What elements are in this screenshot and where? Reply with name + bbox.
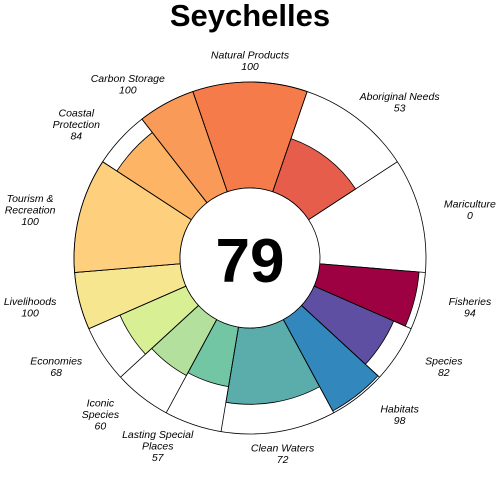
- goal-name-line: Places: [142, 440, 174, 452]
- petal-separator: [319, 263, 426, 273]
- label-lasting-special-places: Lasting Special Places 57: [122, 429, 194, 464]
- label-species: Species 82: [425, 356, 463, 380]
- goal-label-text: Economies 68: [30, 356, 83, 380]
- goal-name-line: Livelihoods: [4, 296, 57, 308]
- goal-score-value: 94: [464, 307, 476, 319]
- goal-score-value: 72: [277, 454, 289, 466]
- goal-name-line: Iconic: [87, 398, 115, 410]
- goal-name-line: Aboriginal Needs: [359, 91, 441, 103]
- goal-label-text: Iconic Species 60: [82, 398, 120, 433]
- label-mariculture: Mariculture 0: [444, 199, 496, 223]
- center-score: 79: [216, 227, 285, 296]
- label-natural-products: Natural Products 100: [211, 49, 290, 73]
- label-tourism-and-recreation: Tourism & Recreation 100: [5, 193, 56, 228]
- petal-separator: [308, 161, 398, 221]
- label-fisheries: Fisheries 94: [449, 296, 492, 320]
- goal-label-text: Species 82: [425, 356, 463, 380]
- petal-separator: [141, 118, 208, 204]
- goal-score-value: 82: [438, 367, 450, 379]
- goal-label-text: Mariculture 0: [444, 199, 496, 223]
- goal-name-line: Carbon Storage: [91, 73, 165, 85]
- petal-separator: [74, 263, 181, 273]
- petal-separator: [120, 305, 199, 378]
- goal-score-value: 100: [21, 307, 39, 319]
- goal-label-text: Clean Waters 72: [251, 443, 315, 467]
- label-carbon-storage: Carbon Storage 100: [91, 73, 165, 97]
- goal-score-value: 0: [467, 210, 473, 222]
- goal-name-line: Species: [425, 356, 463, 368]
- petal-separator: [220, 326, 239, 432]
- label-iconic-species: Iconic Species 60: [82, 398, 120, 433]
- goal-score-value: 68: [50, 367, 62, 379]
- petal-separator: [282, 319, 335, 413]
- goal-name-line: Lasting Special: [122, 429, 194, 441]
- goal-score-value: 84: [70, 130, 82, 142]
- goal-name-line: Coastal: [58, 107, 94, 119]
- goal-label-text: Tourism & Recreation 100: [5, 193, 56, 228]
- label-clean-waters: Clean Waters 72: [251, 443, 315, 467]
- label-coastal-protection: Coastal Protection 84: [53, 107, 100, 142]
- petal-separator: [301, 305, 380, 378]
- outer-outline: [73, 81, 427, 435]
- goal-label-text: Livelihoods 100: [4, 296, 57, 320]
- petal-separator: [272, 91, 308, 192]
- goal-score-value: 100: [241, 61, 259, 73]
- goal-score-value: 100: [119, 85, 137, 97]
- label-aboriginal-needs: Aboriginal Needs 53: [359, 91, 441, 115]
- goal-score-value: 60: [95, 421, 107, 433]
- goal-label-text: Fisheries 94: [449, 296, 492, 320]
- goal-name-line: Tourism &: [7, 193, 54, 205]
- goal-name-line: Habitats: [380, 404, 419, 416]
- goal-name-line: Recreation: [5, 204, 56, 216]
- goal-label-text: Aboriginal Needs 53: [359, 91, 441, 115]
- goal-score-value: 57: [152, 452, 165, 464]
- goal-score-value: 53: [394, 103, 406, 115]
- label-livelihoods: Livelihoods 100: [4, 296, 57, 320]
- goal-name-line: Mariculture: [444, 199, 496, 211]
- goal-name-line: Protection: [53, 119, 100, 131]
- petal-separator: [102, 161, 192, 221]
- goal-label-text: Lasting Special Places 57: [122, 429, 194, 464]
- goal-label-text: Coastal Protection 84: [53, 107, 100, 142]
- petal-outlines-group: [73, 81, 427, 435]
- goal-label-text: Natural Products 100: [211, 49, 290, 73]
- petals-group: [73, 81, 420, 412]
- center-disc: [179, 187, 321, 329]
- goal-label-text: Habitats 98: [380, 404, 419, 428]
- label-habitats: Habitats 98: [380, 404, 419, 428]
- label-economies: Economies 68: [30, 356, 83, 380]
- petal-separator: [88, 285, 187, 330]
- goal-name-line: Species: [82, 409, 120, 421]
- goal-name-line: Fisheries: [449, 296, 492, 308]
- goal-label-text: Carbon Storage 100: [91, 73, 165, 97]
- goal-name-line: Clean Waters: [251, 443, 315, 455]
- goal-score-value: 100: [21, 216, 39, 228]
- petal-separator: [313, 285, 412, 330]
- goal-name-line: Economies: [30, 356, 83, 368]
- goal-name-line: Natural Products: [211, 49, 290, 61]
- petal-separator: [192, 91, 228, 192]
- petal-separator: [165, 319, 218, 413]
- chart-title: Seychelles: [170, 0, 330, 33]
- goal-score-value: 98: [394, 415, 406, 427]
